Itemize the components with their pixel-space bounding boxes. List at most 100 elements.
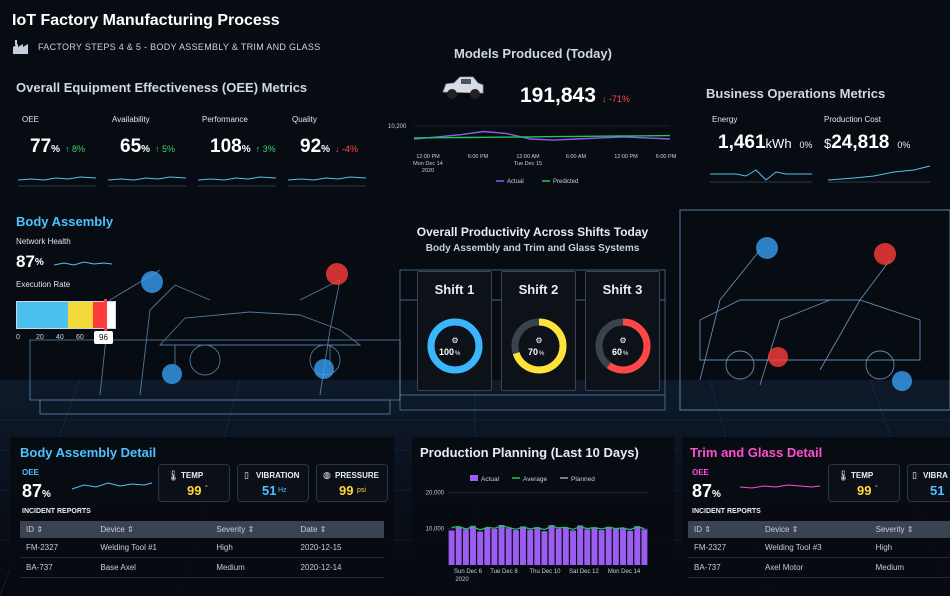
- planning-bar: [505, 528, 512, 565]
- oee-metric-label: Performance: [202, 115, 248, 124]
- oee-sparkline: [287, 176, 367, 187]
- shift-cards: Shift 1 ⚙ 100% Shift 2 ⚙ 70% Shift 3 ⚙ 60%: [417, 271, 660, 391]
- vibration-icon: ▯: [912, 470, 917, 480]
- planning-bar: [627, 530, 634, 565]
- table-header[interactable]: Device ⇕: [94, 521, 211, 538]
- shift-value: 60: [612, 347, 622, 357]
- oee-metric-row: 108% ↑ 3%: [210, 136, 286, 158]
- body-assembly-section: Body Assembly Network Health 87 % Execut…: [16, 214, 166, 289]
- models-y-tick: 10,200: [388, 124, 407, 130]
- network-health-unit: %: [34, 256, 44, 268]
- oee-metric-value: 65: [120, 136, 142, 157]
- models-series-line: [413, 130, 671, 141]
- ba-oee-value: 87: [22, 481, 43, 501]
- shift-donut-fill: [595, 318, 651, 374]
- table-header[interactable]: Date ⇕: [294, 521, 384, 538]
- table-cell: 2020-12-14: [294, 557, 384, 578]
- table-cell: Base Axel: [94, 557, 211, 578]
- planning-x-tick: Thu Dec 10: [529, 569, 561, 575]
- ba-vibration-card: ▯ VIBRATION 51 Hz: [237, 464, 309, 502]
- table-header[interactable]: Severity ⇕: [869, 521, 950, 538]
- shift-value: 100: [439, 347, 454, 357]
- energy-sparkline: [710, 169, 812, 183]
- models-title: Models Produced (Today): [454, 46, 612, 61]
- planning-bar: [462, 529, 469, 565]
- table-header[interactable]: Severity ⇕: [210, 521, 295, 538]
- shift-unit: %: [539, 351, 545, 357]
- table-cell: Axel Motor: [758, 557, 870, 578]
- table-cell: FM-2327: [688, 538, 759, 558]
- planning-bar: [612, 529, 619, 565]
- table-header[interactable]: ID ⇕: [688, 521, 759, 538]
- tg-detail-title: Trim and Glass Detail: [690, 445, 823, 460]
- execution-tick: 60: [76, 334, 84, 341]
- ba-pressure-label: PRESSURE: [335, 471, 380, 480]
- ba-temp-value: 99: [187, 483, 202, 498]
- productivity-section: Overall Productivity Across Shifts Today…: [400, 225, 665, 254]
- table-row[interactable]: BA-737 Axel Motor Medium: [688, 557, 950, 578]
- table-row[interactable]: BA-737 Base Axel Medium 2020-12-14: [20, 557, 384, 578]
- thermometer-icon: 🌡: [167, 471, 180, 482]
- shift-card: Shift 3 ⚙ 60%: [585, 271, 660, 391]
- network-health-value: 87: [16, 252, 35, 271]
- tg-temp-label: TEMP: [851, 471, 874, 480]
- tg-oee-label: OEE: [692, 468, 709, 477]
- models-legend-label: Actual: [507, 179, 524, 185]
- vibration-icon: ▯: [244, 470, 249, 480]
- tg-temp-value: 99: [857, 483, 872, 498]
- shift-card: Shift 1 ⚙ 100%: [417, 271, 492, 391]
- planning-bar: [484, 527, 491, 565]
- shift-title: Shift 3: [602, 282, 643, 297]
- planning-bar: [577, 525, 584, 565]
- shift-title: Shift 2: [518, 282, 559, 297]
- tg-vibration-card: ▯ VIBRA 51: [907, 464, 950, 502]
- models-series-line: [413, 134, 671, 139]
- ba-oee-unit: %: [42, 489, 51, 500]
- models-x-tick: Tue Dec 15: [514, 161, 542, 167]
- network-health-label: Network Health: [16, 237, 71, 246]
- gear-icon: ⚙: [619, 336, 626, 345]
- tg-vibration-label: VIBRA: [923, 471, 948, 480]
- table-cell: High: [210, 538, 295, 558]
- tg-temp-unit: °: [875, 485, 878, 492]
- production-planning-panel: Production Planning (Last 10 Days) Actua…: [412, 437, 674, 596]
- planning-bar-chart: Actual Average Planned 20,000 10,000 Sun Dec …: [426, 475, 648, 583]
- shift-title: Shift 1: [434, 282, 475, 297]
- planning-bar: [548, 525, 555, 565]
- execution-rate-bar: 020406080 96: [16, 299, 126, 344]
- planning-x-tick-year: 2020: [455, 577, 469, 583]
- thermometer-icon: 🌡: [837, 471, 850, 482]
- planning-bar: [527, 529, 534, 565]
- tg-incident-table: ID ⇕ Device ⇕ Severity ⇕ FM-2327 Welding Too…: [688, 521, 950, 578]
- page-subtitle: FACTORY STEPS 4 & 5 - BODY ASSEMBLY & TR…: [38, 42, 321, 52]
- page-title: IoT Factory Manufacturing Process: [12, 12, 280, 29]
- planning-legend-label: Actual: [481, 476, 500, 483]
- table-header[interactable]: ID ⇕: [20, 521, 95, 538]
- planning-bar: [634, 526, 641, 565]
- table-cell: Medium: [210, 557, 295, 578]
- planning-bar: [562, 527, 569, 565]
- pressure-icon: ◍: [323, 470, 331, 480]
- tg-vibration-value: 51: [930, 483, 945, 498]
- table-header[interactable]: Device ⇕: [758, 521, 870, 538]
- planning-legend-label: Planned: [571, 476, 595, 483]
- oee-metric-value: 77: [30, 136, 52, 157]
- shift-value: 70: [528, 347, 538, 357]
- ba-detail-title: Body Assembly Detail: [20, 445, 157, 460]
- oee-metric-label: Availability: [112, 115, 150, 124]
- execution-band-low: [17, 302, 68, 328]
- planning-bar: [620, 528, 626, 565]
- energy-label: Energy: [712, 115, 738, 124]
- oee-sparkline: [17, 176, 97, 187]
- planning-bar: [591, 527, 598, 565]
- oee-metric-value: 92: [300, 136, 322, 157]
- table-row[interactable]: FM-2327 Welding Tool #1 High 2020-12-15: [20, 538, 384, 558]
- planning-bar: [570, 530, 576, 565]
- oee-metric: Availability 65% ↑ 5%: [106, 115, 196, 193]
- planning-bar: [491, 529, 498, 565]
- table-row[interactable]: FM-2327 Welding Tool #3 High: [688, 538, 950, 558]
- models-x-tick: 6:00 AM: [566, 154, 587, 160]
- oee-metric-unit: %: [321, 144, 331, 155]
- table-cell: Welding Tool #1: [94, 538, 211, 558]
